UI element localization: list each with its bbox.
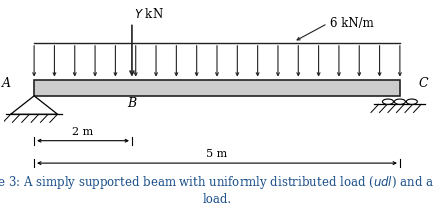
Polygon shape	[11, 96, 57, 114]
Text: 2 m: 2 m	[72, 127, 94, 137]
Text: C: C	[418, 77, 428, 90]
Text: 5 m: 5 m	[207, 149, 227, 160]
Text: B: B	[127, 97, 137, 110]
Circle shape	[406, 99, 418, 104]
Text: Figure 3: A simply supported beam with uniformly distributed load ($\it{udl}$) a: Figure 3: A simply supported beam with u…	[0, 174, 434, 191]
Circle shape	[382, 99, 394, 104]
Text: load.: load.	[202, 193, 232, 206]
Text: $\it{Y}$ kN: $\it{Y}$ kN	[134, 7, 164, 21]
Text: A: A	[2, 77, 11, 90]
Bar	[34, 79, 400, 96]
Text: 6 kN/m: 6 kN/m	[330, 17, 374, 30]
Circle shape	[395, 99, 405, 104]
